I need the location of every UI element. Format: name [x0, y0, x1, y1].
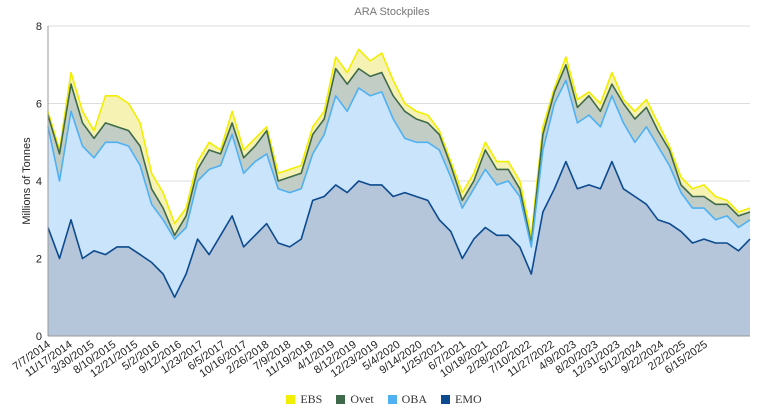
y-tick-label: 4 — [36, 176, 42, 188]
line-oba — [47, 79, 751, 248]
line-ovet — [47, 64, 751, 244]
line-ebs — [47, 48, 751, 237]
legend-swatch — [441, 395, 450, 404]
legend-swatch — [387, 395, 397, 404]
chart-title: ARA Stockpiles — [354, 6, 430, 18]
legend-label: OBA — [401, 392, 427, 406]
legend-label: EMO — [455, 392, 482, 406]
y-tick-label: 8 — [36, 21, 42, 33]
legend-item-ebs[interactable]: EBS — [286, 392, 322, 407]
y-tick-label: 6 — [36, 99, 42, 111]
y-tick-label: 0 — [36, 331, 42, 343]
legend-item-ovet[interactable]: Ovet — [336, 392, 374, 407]
legend: EBS Ovet OBA EMO — [0, 392, 768, 407]
y-axis-label: Millions of Tonnes — [21, 137, 33, 225]
legend-label: EBS — [300, 392, 323, 406]
legend-swatch — [286, 395, 296, 404]
legend-item-emo[interactable]: EMO — [441, 392, 482, 407]
legend-item-oba[interactable]: OBA — [387, 392, 427, 407]
y-tick-label: 2 — [36, 254, 42, 266]
legend-swatch — [336, 395, 346, 404]
legend-label: Ovet — [350, 392, 374, 406]
line-emo — [47, 160, 751, 299]
area-emo — [48, 161, 750, 336]
